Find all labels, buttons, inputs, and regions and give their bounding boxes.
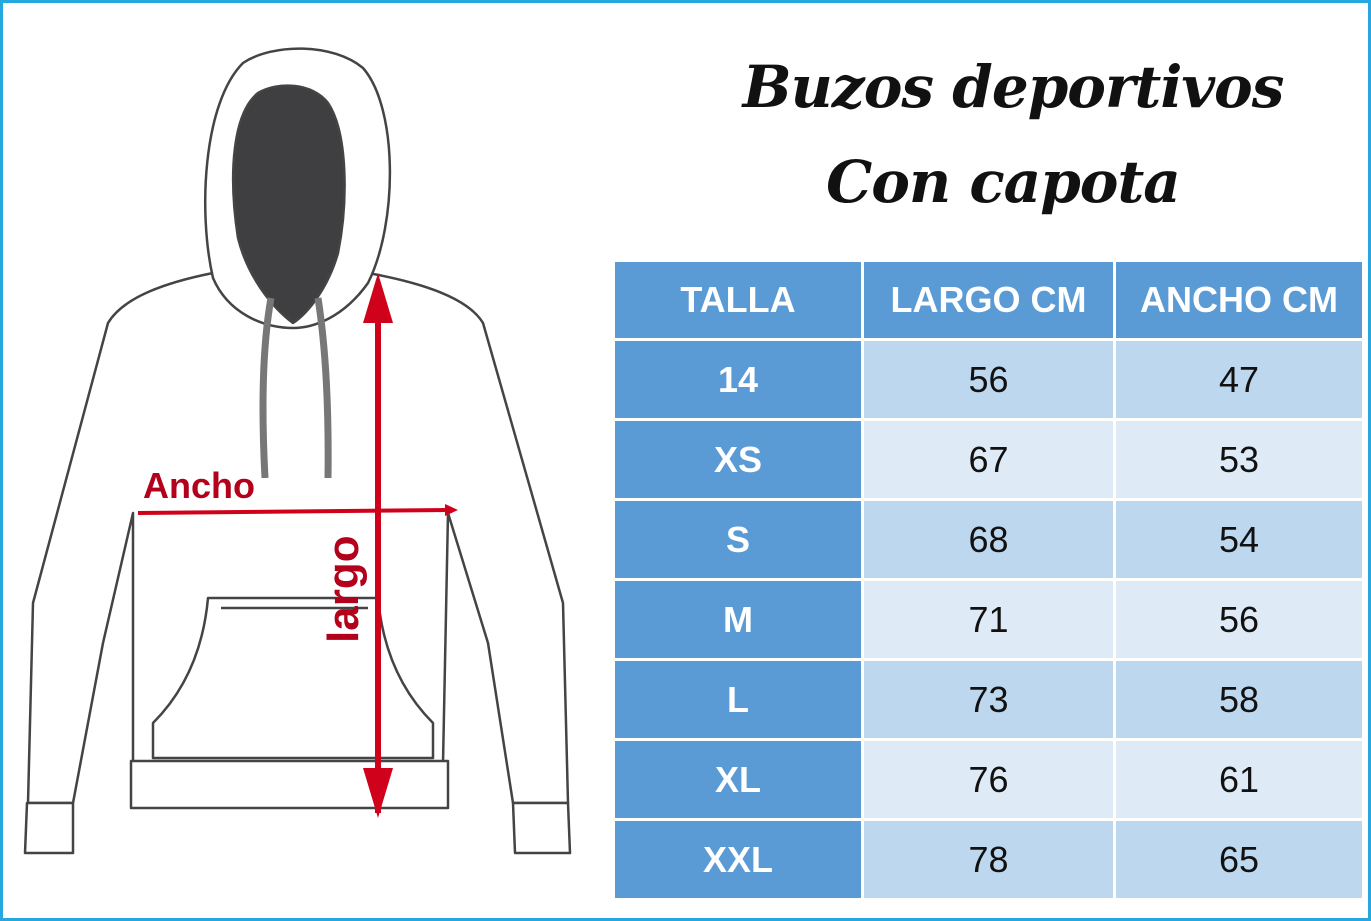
table-row: XL 76 61	[615, 741, 1362, 818]
size-cell: 14	[615, 341, 861, 418]
table-row: 14 56 47	[615, 341, 1362, 418]
width-cell: 53	[1116, 421, 1362, 498]
width-cell: 61	[1116, 741, 1362, 818]
width-cell: 65	[1116, 821, 1362, 898]
size-cell: M	[615, 581, 861, 658]
table-row: XXL 78 65	[615, 821, 1362, 898]
header-talla: TALLA	[615, 262, 861, 338]
size-cell: XS	[615, 421, 861, 498]
width-cell: 58	[1116, 661, 1362, 738]
table-row: L 73 58	[615, 661, 1362, 738]
length-cell: 71	[864, 581, 1113, 658]
length-cell: 73	[864, 661, 1113, 738]
length-cell: 76	[864, 741, 1113, 818]
length-cell: 68	[864, 501, 1113, 578]
width-cell: 54	[1116, 501, 1362, 578]
length-label: largo	[319, 535, 368, 643]
size-cell: XXL	[615, 821, 861, 898]
size-cell: XL	[615, 741, 861, 818]
header-largo: LARGO CM	[864, 262, 1113, 338]
title-line-2: Con capota	[826, 148, 1181, 216]
size-table: TALLA LARGO CM ANCHO CM 14 56 47 XS 67 53 S 68 5…	[612, 259, 1365, 901]
size-cell: S	[615, 501, 861, 578]
table-row: XS 67 53	[615, 421, 1362, 498]
length-cell: 78	[864, 821, 1113, 898]
title-line-1: Buzos deportivos	[742, 53, 1285, 121]
length-cell: 67	[864, 421, 1113, 498]
hoodie-illustration: Ancho largo	[23, 47, 572, 855]
length-cell: 56	[864, 341, 1113, 418]
width-label: Ancho	[143, 465, 255, 506]
width-cell: 56	[1116, 581, 1362, 658]
header-ancho: ANCHO CM	[1116, 262, 1362, 338]
table-row: M 71 56	[615, 581, 1362, 658]
header-row: TALLA LARGO CM ANCHO CM	[615, 262, 1362, 338]
table-row: S 68 54	[615, 501, 1362, 578]
size-cell: L	[615, 661, 861, 738]
width-cell: 47	[1116, 341, 1362, 418]
